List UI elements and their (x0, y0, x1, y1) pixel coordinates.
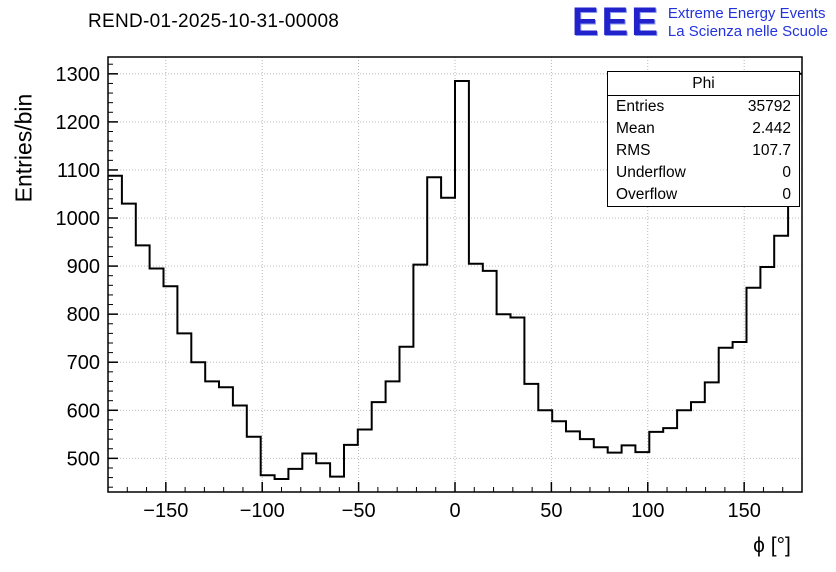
svg-text:0: 0 (449, 500, 460, 522)
stats-row-mean: Mean 2.442 (608, 118, 799, 140)
svg-text:700: 700 (67, 352, 100, 374)
stats-value: 35792 (747, 98, 791, 115)
eee-logo-line2: La Scienza nelle Scuole (667, 23, 828, 40)
stats-value: 0 (782, 186, 791, 203)
svg-text:−150: −150 (143, 500, 188, 522)
svg-text:1300: 1300 (56, 64, 101, 86)
histogram-line (108, 72, 802, 480)
svg-text:1200: 1200 (56, 112, 101, 134)
stats-label: Mean (616, 120, 655, 137)
y-axis-label: Entries/bin (10, 93, 37, 203)
x-axis-label: ϕ [°] (753, 534, 791, 557)
eee-logo: EEE Extreme Energy Events La Scienza nel… (572, 2, 828, 42)
stats-row-underflow: Underflow 0 (608, 162, 799, 184)
plot-frame (107, 56, 803, 493)
eee-logo-line1: Extreme Energy Events (667, 5, 826, 22)
x-tick-labels: −150 −100 −50 0 50 100 150 (143, 500, 761, 522)
svg-text:150: 150 (727, 500, 760, 522)
svg-text:50: 50 (540, 500, 562, 522)
stats-label: RMS (616, 142, 651, 159)
eee-logo-text: EEE (571, 0, 661, 44)
stats-value: 0 (782, 164, 791, 181)
svg-text:−50: −50 (342, 500, 376, 522)
plot-title: REND-01-2025-10-31-00008 (88, 11, 340, 32)
stats-row-rms: RMS 107.7 (608, 140, 799, 162)
stats-value: 2.442 (752, 120, 791, 137)
stats-box: Phi Entries 35792 Mean 2.442 RMS 107.7 U… (607, 71, 800, 207)
svg-text:1000: 1000 (56, 208, 101, 230)
stats-label: Entries (616, 98, 665, 115)
svg-text:100: 100 (631, 500, 664, 522)
svg-text:800: 800 (67, 304, 100, 326)
stats-row-overflow: Overflow 0 (608, 184, 799, 206)
stats-row-entries: Entries 35792 (608, 96, 799, 118)
svg-text:1100: 1100 (57, 160, 100, 182)
stats-value: 107.7 (752, 142, 791, 159)
svg-text:600: 600 (67, 400, 100, 422)
stats-label: Underflow (616, 164, 686, 181)
svg-text:500: 500 (67, 448, 100, 470)
svg-text:−100: −100 (240, 500, 285, 522)
stats-box-title: Phi (608, 72, 799, 96)
stats-label: Overflow (616, 186, 678, 203)
y-tick-labels: 500 600 700 800 900 1000 1100 1200 1300 (56, 64, 101, 471)
eee-logo-subtitle: Extreme Energy Events La Scienza nelle S… (668, 2, 828, 41)
svg-text:900: 900 (67, 256, 100, 278)
